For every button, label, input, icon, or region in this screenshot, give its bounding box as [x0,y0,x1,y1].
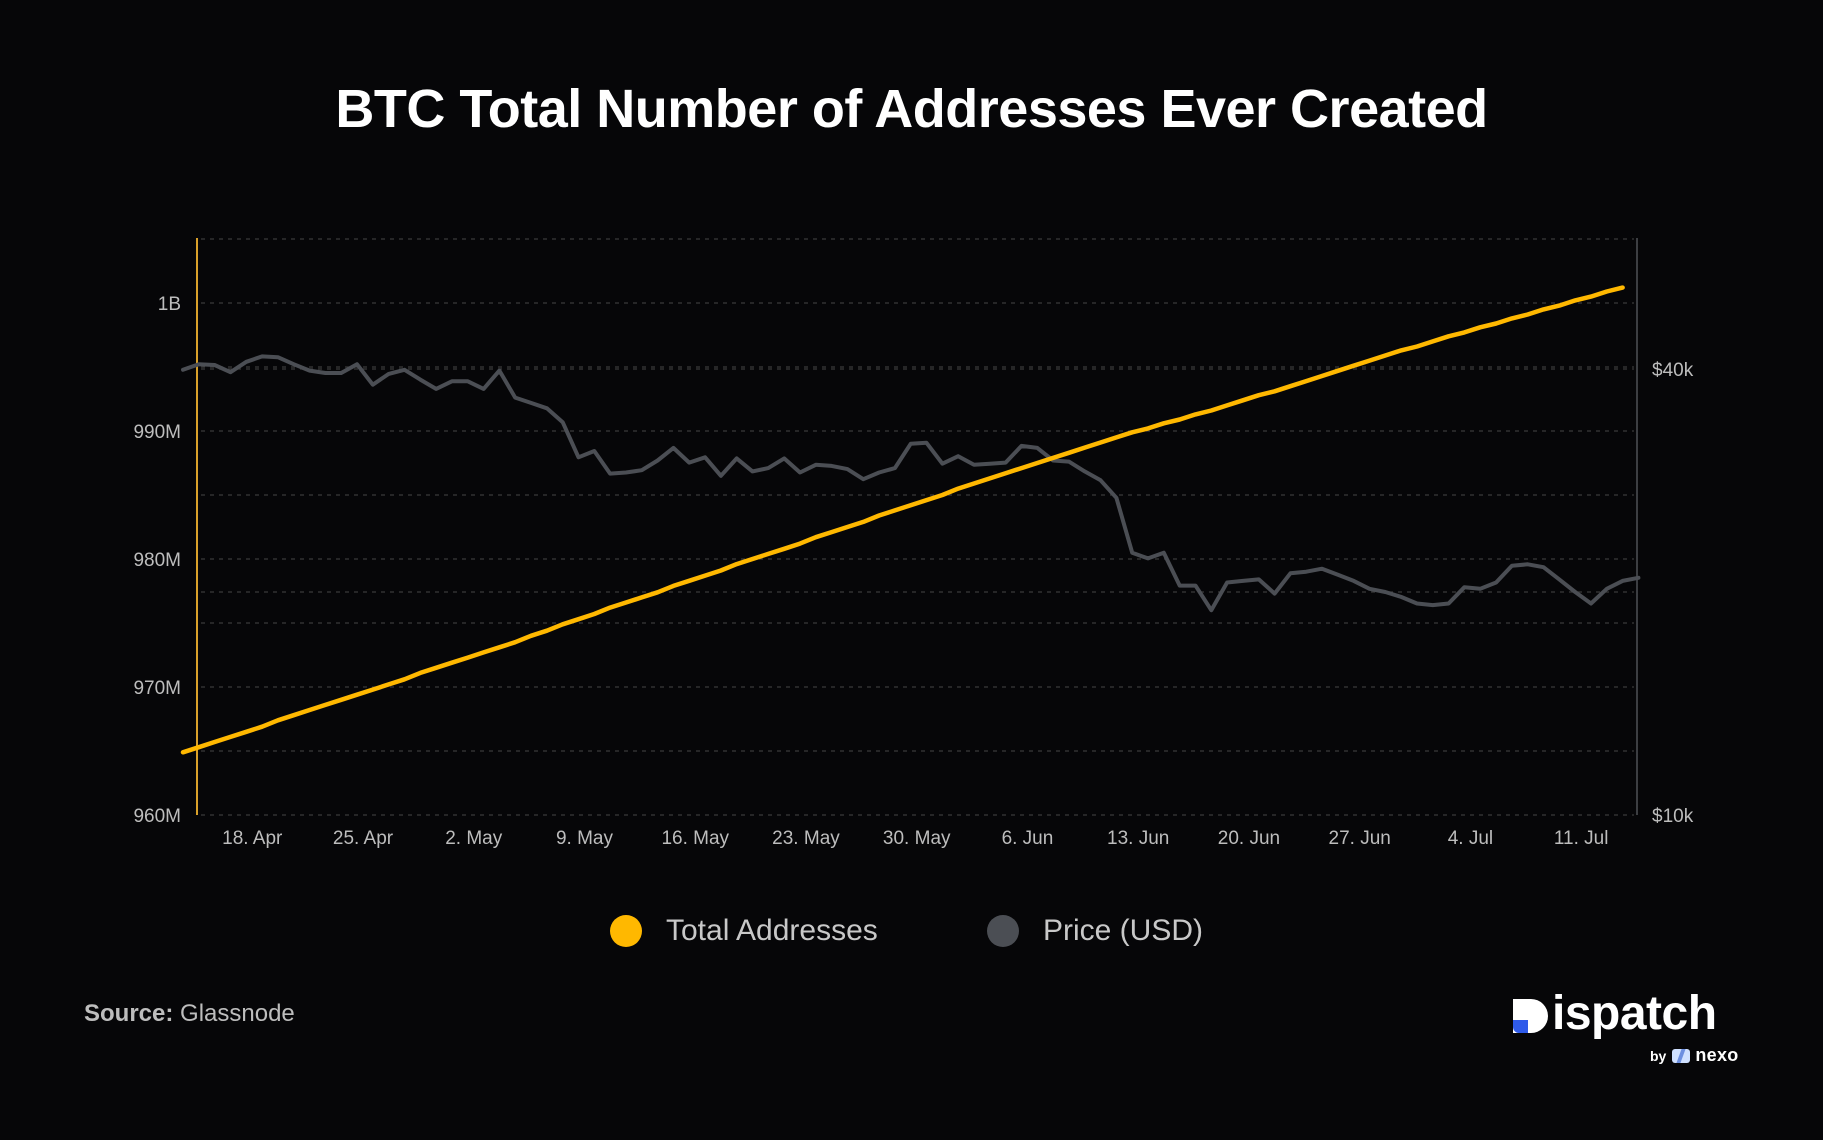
x-axis-tick-label: 9. May [556,828,614,849]
legend-dot-total-addresses [610,915,642,947]
chart-title: BTC Total Number of Addresses Ever Creat… [335,79,1488,139]
dispatch-logo: ispatch by nexo [1512,987,1752,1065]
x-axis-tick-label: 13. Jun [1107,828,1169,849]
by-nexo: by nexo [1650,1045,1739,1066]
dispatch-wordmark: ispatch [1552,987,1717,1040]
dispatch-d-icon [1513,999,1548,1033]
left-axis-tick-label: 970M [133,678,181,699]
by-text: by [1650,1047,1667,1064]
x-axis-tick-label: 20. Jun [1218,828,1280,849]
left-axis-tick-label: 1B [158,294,181,315]
x-axis-tick-label: 18. Apr [222,828,283,849]
grid-lines [201,238,1634,816]
left-axis-tick-label: 980M [133,550,181,571]
legend: Total Addresses Price (USD) [0,914,1823,958]
source-value: Glassnode [180,1000,295,1027]
series-line-total-addresses [180,285,1625,755]
legend-label-total-addresses: Total Addresses [666,914,878,947]
right-axis-ticks: $10k $40k [1652,360,1694,827]
x-axis-tick-label: 30. May [883,828,951,849]
left-axis-tick-label: 960M [133,806,181,827]
x-axis-tick-label: 16. May [661,828,729,849]
right-axis-tick-label: $40k [1652,360,1694,381]
x-axis-tick-label: 25. Apr [333,828,394,849]
legend-item-price[interactable]: Price (USD) [987,914,1203,948]
series-line-price [181,354,1641,613]
x-axis-tick-label: 27. Jun [1329,828,1391,849]
series-lines [180,285,1641,755]
source-note: Source: Glassnode [84,1000,295,1028]
nexo-icon [1672,1048,1691,1063]
x-axis-tick-label: 6. Jun [1002,828,1054,849]
legend-label-price: Price (USD) [1043,914,1204,947]
legend-item-total-addresses[interactable]: Total Addresses [610,914,878,948]
left-axis-ticks: 960M 970M 980M 990M 1B [133,294,181,827]
x-axis-tick-label: 4. Jul [1448,828,1493,849]
legend-dot-price [987,915,1019,947]
left-axis-tick-label: 990M [133,422,181,443]
x-axis-tick-label: 23. May [772,828,840,849]
right-axis-tick-label: $10k [1652,806,1694,827]
nexo-wordmark: nexo [1695,1045,1739,1065]
x-axis-tick-label: 11. Jul [1554,828,1609,849]
x-axis-tick-label: 2. May [445,828,503,849]
source-label: Source: [84,1000,174,1027]
x-axis-ticks: 18. Apr 25. Apr 2. May 9. May 16. May 23. May… [222,828,1608,849]
